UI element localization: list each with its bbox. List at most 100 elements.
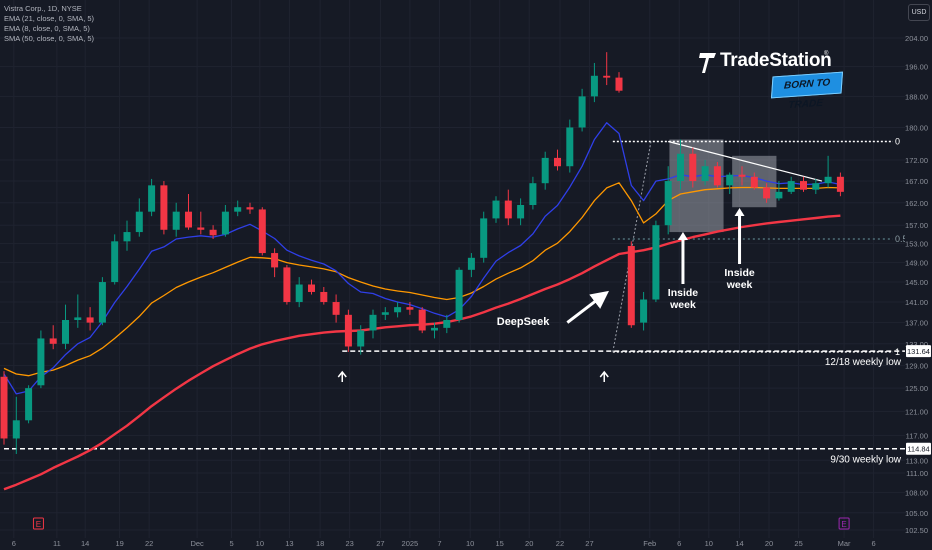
time-tick-label: 22 xyxy=(145,539,153,548)
candle-body xyxy=(689,153,697,182)
annotation-inside-week-1: Inside xyxy=(668,287,699,299)
candle-body xyxy=(12,420,20,439)
time-tick-label: 18 xyxy=(316,539,324,548)
candle-body xyxy=(357,330,365,347)
candle-body xyxy=(344,314,352,347)
weekly-low-label: 9/30 weekly low xyxy=(830,455,901,466)
candle-body xyxy=(25,388,33,421)
candle-body xyxy=(443,320,451,328)
ema-21-line xyxy=(3,182,841,377)
time-tick-label: Mar xyxy=(838,539,851,548)
price-tick-label: 172.00 xyxy=(905,156,928,165)
candle-body xyxy=(0,376,8,439)
earnings-marker-label: E xyxy=(36,520,41,529)
annotation-inside-week-2: Inside xyxy=(724,267,755,279)
candle-body xyxy=(172,211,180,230)
candle-body xyxy=(554,157,561,167)
candle-body xyxy=(467,257,475,270)
currency-button[interactable]: USD xyxy=(908,4,930,21)
time-tick-label: 20 xyxy=(525,539,533,548)
price-tick-label: 188.00 xyxy=(905,92,928,101)
candle-body xyxy=(394,307,402,313)
candle-body xyxy=(271,253,279,268)
time-tick-label: 10 xyxy=(705,539,713,548)
candle-body xyxy=(566,127,574,167)
candle-body xyxy=(148,185,156,212)
time-tick-label: 7 xyxy=(437,539,441,548)
price-tick-label: 121.00 xyxy=(905,407,928,416)
time-tick-label: 19 xyxy=(115,539,123,548)
candle-body xyxy=(308,284,315,292)
price-tag-label: 131.64 xyxy=(907,347,930,356)
candle-body xyxy=(517,204,525,219)
time-tick-label: 20 xyxy=(765,539,773,548)
candle-body xyxy=(787,181,795,192)
price-tag-label: 114.84 xyxy=(907,445,929,454)
price-axis: 204.00 196.00 188.00 180.00 172.00 167.00 162.… xyxy=(905,0,932,550)
price-tick-label: 129.00 xyxy=(905,362,928,371)
candle-body xyxy=(185,211,192,228)
time-tick-label: 6 xyxy=(872,539,876,548)
annotation-inside-week-2: week xyxy=(726,279,753,291)
candle-body xyxy=(738,174,746,177)
legend-ema-21[interactable]: EMA (21, close, 0, SMA, 5) xyxy=(4,14,95,23)
candle-body xyxy=(283,267,291,303)
candle-body xyxy=(664,181,672,226)
indicator-legend: Vistra Corp., 1D, NYSE EMA (21, close, 0… xyxy=(4,4,94,44)
candle-body xyxy=(295,284,303,303)
price-tag xyxy=(906,345,931,358)
legend-ema-8[interactable]: EMA (8, close, 0, SMA, 5) xyxy=(4,24,90,33)
time-tick-label: 14 xyxy=(81,539,89,548)
time-tick-label: 25 xyxy=(794,539,802,548)
symbol-line[interactable]: Vistra Corp., 1D, NYSE xyxy=(4,4,82,13)
candle-body xyxy=(135,211,143,233)
time-tick-label: 11 xyxy=(53,539,61,548)
price-tick-label: 111.00 xyxy=(906,469,928,478)
candle-body xyxy=(406,307,414,310)
fib-level-label: 1 xyxy=(895,347,900,357)
price-tick-label: 113.00 xyxy=(906,456,928,465)
weekly-low-label: 12/18 weekly low xyxy=(825,357,902,368)
candle-body xyxy=(62,320,69,344)
candle-body xyxy=(701,166,709,182)
legend-sma-50[interactable]: SMA (50, close, 0, SMA, 5) xyxy=(4,34,95,43)
candle-body xyxy=(332,302,340,315)
price-tick-label: 105.00 xyxy=(905,509,928,518)
price-tick-label: 204.00 xyxy=(905,34,928,43)
earnings-marker xyxy=(838,517,850,530)
candle-body xyxy=(98,282,106,323)
time-axis-bg xyxy=(0,538,905,550)
annotation-inside-week-1-arrow-head xyxy=(677,232,688,240)
candle-body xyxy=(431,327,438,331)
candle-body xyxy=(455,269,463,321)
consolidation-trendline xyxy=(668,140,823,182)
price-tick-label: 153.00 xyxy=(905,240,928,249)
candle-body xyxy=(824,176,832,184)
price-axis-bg xyxy=(905,0,932,550)
price-tick-label: 108.00 xyxy=(905,489,928,498)
price-tag xyxy=(906,442,931,455)
tradestation-mark-icon xyxy=(699,53,716,73)
candle-body xyxy=(677,153,684,182)
candle-body xyxy=(123,232,131,242)
time-tick-label: Feb xyxy=(643,539,656,548)
brand-name: TradeStation xyxy=(720,50,832,71)
candle-body xyxy=(541,157,549,184)
candle-body xyxy=(160,185,168,230)
candle-body xyxy=(258,209,266,254)
time-tick-label: 10 xyxy=(256,539,264,548)
up-arrow-icon xyxy=(337,370,347,382)
candle-body xyxy=(775,191,783,199)
annotation-inside-week-2-arrow-head xyxy=(734,208,745,216)
candle-body xyxy=(209,229,217,236)
time-tick-label: 6 xyxy=(677,539,681,548)
up-arrow-icon xyxy=(599,370,609,382)
price-tick-label: 180.00 xyxy=(905,123,928,132)
candle-body xyxy=(74,317,82,321)
candle-body xyxy=(418,309,426,331)
time-tick-label: 2025 xyxy=(402,539,419,548)
brand-registered-mark: ® xyxy=(824,51,829,57)
candle-body xyxy=(492,200,500,219)
price-tick-label: 117.00 xyxy=(906,431,928,440)
